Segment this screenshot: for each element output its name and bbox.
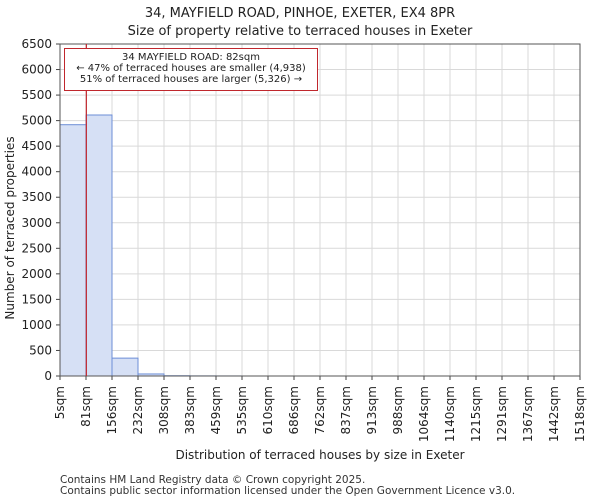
axis-layer [56, 43, 581, 380]
x-tick-label: 308sqm [157, 386, 171, 434]
y-tick-label: 5500 [21, 88, 52, 102]
annotation-box: 34 MAYFIELD ROAD: 82sqm ← 47% of terrace… [64, 48, 318, 91]
x-tick-label: 383sqm [183, 386, 197, 434]
x-axis-label: Distribution of terraced houses by size … [175, 448, 464, 462]
y-tick-labels: 0 500 1000 1500 2000 2500 3000 3500 4000 4500 5000… [21, 37, 52, 383]
x-tick-label: 156sqm [105, 386, 119, 434]
x-tick-label: 988sqm [391, 386, 405, 434]
x-tick-label: 1064sqm [417, 386, 431, 442]
chart-title-line2: Size of property relative to terraced ho… [127, 24, 473, 39]
x-tick-label: 762sqm [313, 386, 327, 434]
x-tick-label: 1215sqm [469, 386, 483, 442]
x-tick-label: 81sqm [79, 386, 93, 427]
x-tick-label: 610sqm [261, 386, 275, 434]
x-tick-label: 232sqm [131, 386, 145, 434]
grid-layer [59, 43, 581, 377]
x-tick-label: 686sqm [287, 386, 301, 434]
y-tick-label: 1000 [21, 318, 52, 332]
y-tick-label: 5000 [21, 114, 52, 128]
x-tick-label: 459sqm [209, 386, 223, 434]
x-tick-label: 535sqm [235, 386, 249, 434]
y-tick-label: 6000 [21, 63, 52, 77]
y-tick-label: 6500 [21, 37, 52, 51]
y-tick-label: 4500 [21, 139, 52, 153]
annotation-line1: 34 MAYFIELD ROAD: 82sqm [122, 52, 260, 63]
x-tick-label: 913sqm [365, 386, 379, 434]
x-tick-label: 1140sqm [443, 386, 457, 442]
footer-line2: Contains public sector information licen… [60, 485, 516, 497]
x-tick-label: 5sqm [53, 386, 67, 419]
histogram-bar [85, 114, 113, 377]
y-axis-label: Number of terraced properties [3, 136, 17, 319]
plot-frame [59, 43, 581, 377]
x-tick-label: 1291sqm [495, 386, 509, 442]
annotation-line3: 51% of terraced houses are larger (5,326… [79, 74, 303, 85]
y-tick-label: 2000 [21, 267, 52, 281]
histogram-bar [59, 124, 87, 377]
y-tick-label: 3000 [21, 216, 52, 230]
y-tick-label: 4000 [21, 165, 52, 179]
footer-line1: Contains HM Land Registry data © Crown c… [60, 474, 366, 486]
annotation-line2: ← 47% of terraced houses are smaller (4,… [76, 63, 306, 74]
x-tick-labels: 5sqm 81sqm 156sqm 232sqm 308sqm 383sqm 459sqm 5… [53, 386, 587, 442]
bar-layer [59, 114, 243, 377]
x-tick-label: 1367sqm [521, 386, 535, 442]
x-tick-label: 837sqm [339, 386, 353, 434]
histogram-bar [111, 357, 139, 377]
y-tick-label: 1500 [21, 292, 52, 306]
y-tick-label: 0 [44, 369, 52, 383]
chart-title-line1: 34, MAYFIELD ROAD, PINHOE, EXETER, EX4 8… [144, 6, 456, 21]
y-tick-label: 500 [29, 343, 52, 357]
y-tick-label: 2500 [21, 241, 52, 255]
x-tick-label: 1442sqm [547, 386, 561, 442]
y-tick-label: 3500 [21, 190, 52, 204]
x-tick-label: 1518sqm [573, 386, 587, 442]
